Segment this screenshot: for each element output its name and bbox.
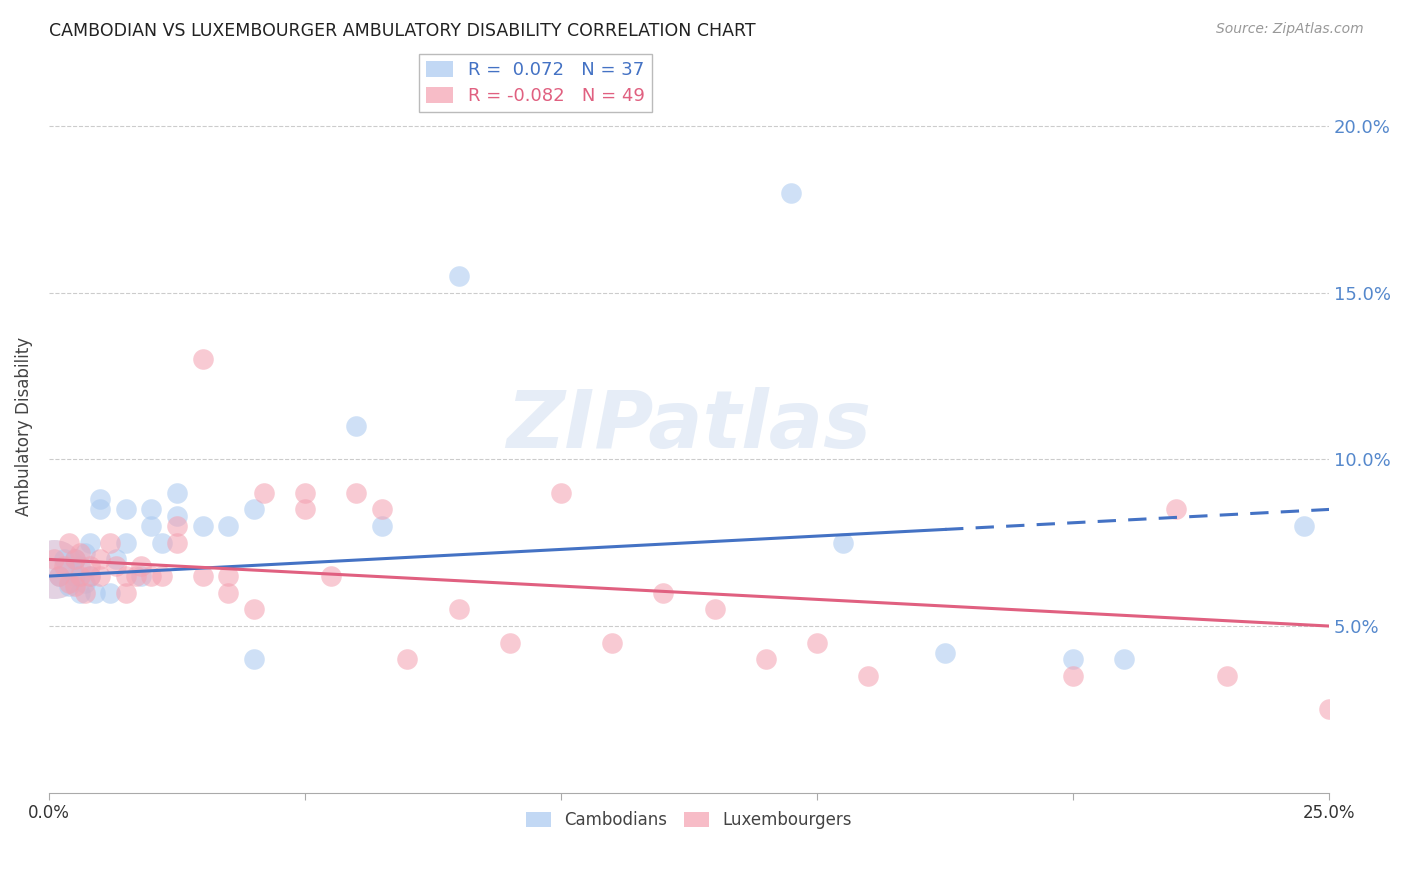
- Point: [79, 569, 101, 583]
- Point: [100, 535, 122, 549]
- Point: [344, 485, 367, 500]
- Point: [447, 269, 470, 284]
- Point: [42, 562, 65, 576]
- Point: [600, 636, 623, 650]
- Point: [89, 492, 111, 507]
- Point: [129, 559, 152, 574]
- Point: [1292, 519, 1315, 533]
- Point: [1062, 652, 1084, 666]
- Point: [371, 502, 394, 516]
- Point: [129, 569, 152, 583]
- Point: [104, 559, 127, 574]
- Point: [141, 519, 163, 533]
- Point: [100, 585, 122, 599]
- Point: [48, 569, 70, 583]
- Point: [1215, 669, 1237, 683]
- Point: [166, 485, 188, 500]
- Point: [73, 575, 96, 590]
- Point: [294, 502, 316, 516]
- Point: [42, 562, 65, 576]
- Point: [243, 502, 266, 516]
- Point: [58, 535, 80, 549]
- Point: [114, 535, 136, 549]
- Point: [63, 552, 86, 566]
- Point: [84, 585, 107, 599]
- Point: [755, 652, 778, 666]
- Point: [53, 552, 76, 566]
- Point: [166, 535, 188, 549]
- Point: [141, 502, 163, 516]
- Point: [191, 352, 214, 367]
- Point: [166, 509, 188, 524]
- Point: [217, 569, 239, 583]
- Point: [652, 585, 675, 599]
- Point: [253, 485, 276, 500]
- Point: [934, 646, 956, 660]
- Point: [780, 186, 803, 200]
- Point: [79, 559, 101, 574]
- Point: [79, 535, 101, 549]
- Point: [125, 569, 148, 583]
- Point: [69, 585, 91, 599]
- Point: [89, 569, 111, 583]
- Point: [58, 575, 80, 590]
- Point: [89, 502, 111, 516]
- Point: [114, 585, 136, 599]
- Text: ZIPatlas: ZIPatlas: [506, 387, 872, 465]
- Point: [48, 569, 70, 583]
- Point: [550, 485, 572, 500]
- Point: [191, 569, 214, 583]
- Point: [73, 546, 96, 560]
- Point: [396, 652, 419, 666]
- Point: [63, 552, 86, 566]
- Point: [1164, 502, 1187, 516]
- Text: CAMBODIAN VS LUXEMBOURGER AMBULATORY DISABILITY CORRELATION CHART: CAMBODIAN VS LUXEMBOURGER AMBULATORY DIS…: [49, 22, 756, 40]
- Point: [217, 585, 239, 599]
- Point: [104, 552, 127, 566]
- Point: [114, 569, 136, 583]
- Point: [319, 569, 342, 583]
- Point: [141, 569, 163, 583]
- Point: [1114, 652, 1136, 666]
- Point: [217, 519, 239, 533]
- Point: [243, 602, 266, 616]
- Point: [243, 652, 266, 666]
- Point: [858, 669, 880, 683]
- Point: [371, 519, 394, 533]
- Point: [63, 579, 86, 593]
- Point: [114, 502, 136, 516]
- Legend: Cambodians, Luxembourgers: Cambodians, Luxembourgers: [519, 805, 859, 836]
- Point: [499, 636, 522, 650]
- Point: [69, 559, 91, 574]
- Point: [806, 636, 828, 650]
- Point: [1062, 669, 1084, 683]
- Point: [42, 552, 65, 566]
- Point: [703, 602, 725, 616]
- Point: [831, 535, 853, 549]
- Point: [58, 579, 80, 593]
- Y-axis label: Ambulatory Disability: Ambulatory Disability: [15, 336, 32, 516]
- Point: [150, 569, 173, 583]
- Point: [344, 419, 367, 434]
- Point: [53, 559, 76, 574]
- Point: [89, 552, 111, 566]
- Point: [191, 519, 214, 533]
- Point: [150, 535, 173, 549]
- Point: [63, 569, 86, 583]
- Point: [1317, 702, 1340, 716]
- Point: [166, 519, 188, 533]
- Point: [69, 569, 91, 583]
- Text: Source: ZipAtlas.com: Source: ZipAtlas.com: [1216, 22, 1364, 37]
- Point: [79, 569, 101, 583]
- Point: [447, 602, 470, 616]
- Point: [73, 585, 96, 599]
- Point: [69, 546, 91, 560]
- Point: [294, 485, 316, 500]
